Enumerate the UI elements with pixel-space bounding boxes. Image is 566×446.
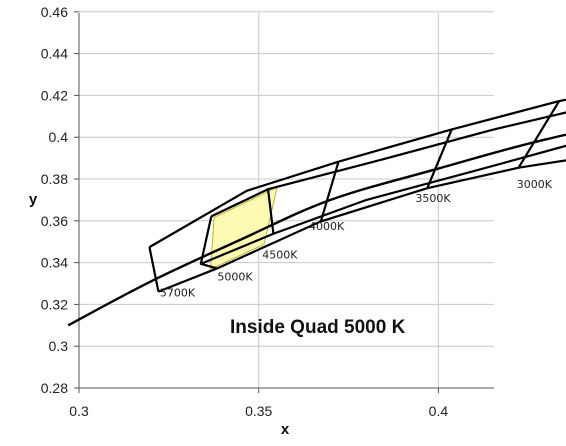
cct-label: 5700K xyxy=(160,286,196,299)
x-tick-label: 0.35 xyxy=(245,403,272,419)
bin-edge-0 xyxy=(149,247,158,292)
y-axis-label: y xyxy=(29,191,38,208)
cct-label: 4000K xyxy=(309,220,345,233)
y-tick-label: 0.38 xyxy=(41,171,68,187)
y-tick-label: 0.4 xyxy=(49,129,69,145)
y-tick-label: 0.46 xyxy=(41,4,68,20)
y-tick-label: 0.28 xyxy=(41,380,68,396)
y-tick-label: 0.34 xyxy=(41,255,68,271)
y-tick-label: 0.3 xyxy=(49,338,69,354)
series xyxy=(68,65,566,325)
cct-label: 3000K xyxy=(517,178,553,191)
y-tick-label: 0.44 xyxy=(41,46,68,62)
y-tick-label: 0.32 xyxy=(41,296,68,312)
cct-label: 4500K xyxy=(262,248,298,261)
x-tick-label: 0.3 xyxy=(69,403,89,419)
planckian-locus xyxy=(68,108,566,326)
cct-label: 3500K xyxy=(415,192,451,205)
x-axis-label: x xyxy=(281,421,290,438)
bin-boundary-outer-top xyxy=(149,65,566,247)
chart-annotation: Inside Quad 5000 K xyxy=(230,317,406,338)
y-tick-label: 0.36 xyxy=(41,213,68,229)
y-tick-label: 0.42 xyxy=(41,87,68,103)
cct-label: 5000K xyxy=(217,270,253,283)
x-tick-label: 0.4 xyxy=(429,403,449,419)
